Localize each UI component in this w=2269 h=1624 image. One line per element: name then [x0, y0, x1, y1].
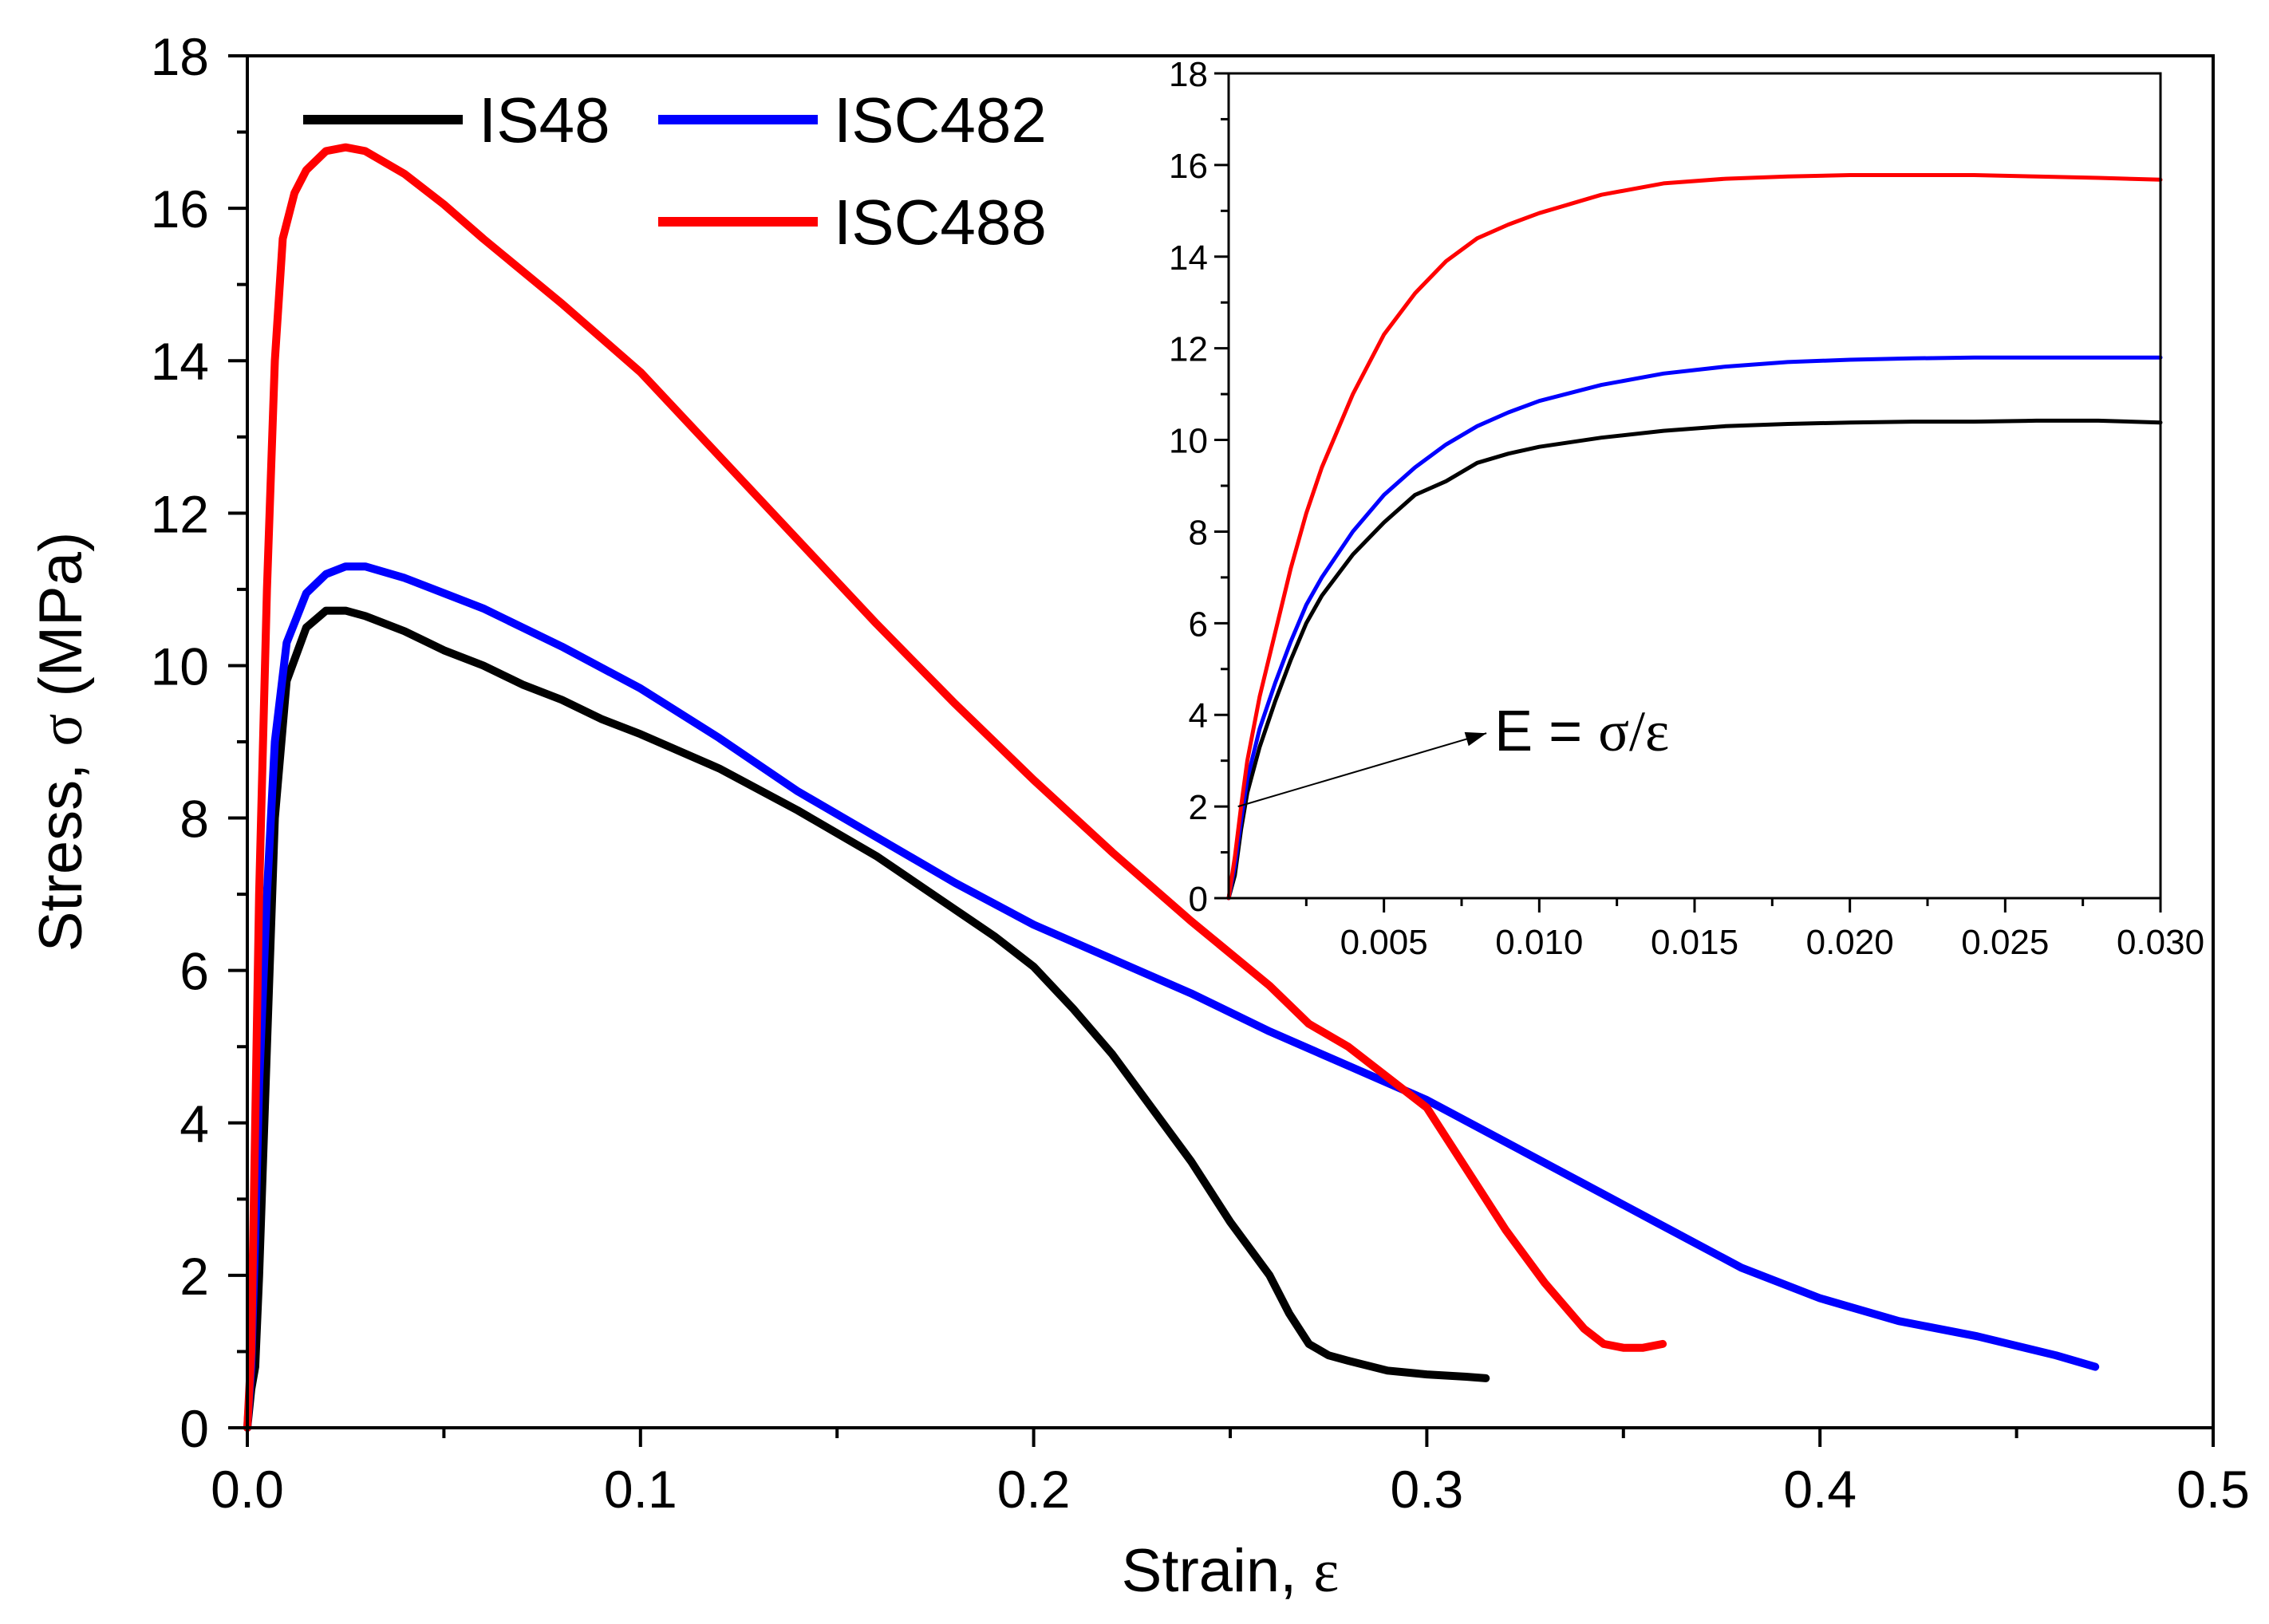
inset-x-tick-label: 0.025	[1961, 923, 2049, 962]
inset-x-tick-label: 0.030	[2117, 923, 2204, 962]
series-line-isc488	[243, 143, 1667, 1432]
inset-x-tick-label: 0.015	[1651, 923, 1738, 962]
y-axis-label: Stress, σ (MPa)	[27, 532, 95, 952]
inset-series-line-is48	[1226, 418, 2163, 901]
x-tick-label: 0.0	[211, 1460, 284, 1519]
y-tick-label: 4	[180, 1094, 209, 1153]
x-tick-label: 0.3	[1391, 1460, 1464, 1519]
inset-y-tick-label: 8	[1189, 513, 1208, 552]
modulus-annotation-symbol: σ/ε	[1598, 700, 1669, 763]
inset-series-line-isc488	[1226, 173, 2163, 901]
inset-y-tick-label: 12	[1169, 330, 1208, 369]
y-tick-label: 18	[151, 27, 209, 86]
legend-label-isc488: ISC488	[834, 187, 1047, 258]
modulus-annotation-text: E =	[1494, 700, 1598, 763]
x-tick-label: 0.4	[1783, 1460, 1857, 1519]
y-axis-label-symbol: σ	[28, 714, 95, 747]
inset-y-tick-label: 18	[1169, 55, 1208, 94]
x-axis-label-text: Strain,	[1122, 1537, 1314, 1605]
inset-y-tick-label: 2	[1189, 788, 1208, 827]
annotation-arrow	[1237, 732, 1487, 808]
series-line-isc482	[243, 562, 2100, 1432]
y-tick-label: 14	[151, 332, 209, 391]
y-tick-label: 6	[180, 942, 209, 1001]
y-tick-label: 8	[180, 790, 209, 849]
y-tick-label: 12	[151, 484, 209, 543]
y-tick-label: 2	[180, 1247, 209, 1306]
inset-y-tick-label: 16	[1169, 147, 1208, 186]
inset-x-tick-label: 0.005	[1340, 923, 1428, 962]
x-tick-label: 0.1	[604, 1460, 677, 1519]
inset-y-tick-label: 0	[1189, 880, 1208, 919]
x-axis-label-symbol: ε	[1313, 1538, 1339, 1605]
legend-label-is48: IS48	[479, 85, 610, 156]
y-tick-label: 0	[180, 1399, 209, 1458]
inset-series-group	[1226, 173, 2163, 901]
y-axis-label-unit: (MPa)	[27, 532, 95, 714]
inset-y-tick-label: 10	[1169, 422, 1208, 461]
inset-y-tick-label: 4	[1189, 696, 1208, 735]
inset-x-tick-label: 0.010	[1495, 923, 1583, 962]
y-tick-label: 16	[151, 179, 209, 238]
x-axis-label: Strain, ε	[1122, 1537, 1340, 1605]
inset-axes: 0.005 0.010 0.015 0.020 0.025 0.030 0 2 4 6 8 10 12 1…	[1169, 55, 2204, 962]
inset-y-tick-label: 6	[1189, 605, 1208, 644]
x-tick-label: 0.2	[997, 1460, 1071, 1519]
series-line-is48	[243, 606, 1490, 1432]
y-tick-label: 10	[151, 637, 209, 696]
inset-x-tick-label: 0.020	[1806, 923, 1894, 962]
legend-label-isc482: ISC482	[834, 85, 1047, 156]
main-plot: 0.0 0.1 0.2 0.3 0.4 0.5 0 2 4 6 8 10 12 14 16 18 Strain…	[27, 27, 2250, 1605]
x-tick-label: 0.5	[2176, 1460, 2250, 1519]
y-axis-label-text: Stress,	[27, 747, 95, 952]
main-series-group	[243, 143, 2100, 1432]
inset-y-tick-label: 14	[1169, 238, 1208, 278]
annotation-arrowhead	[1464, 731, 1487, 747]
inset-series-line-isc482	[1226, 355, 2163, 901]
modulus-annotation: E = σ/ε	[1494, 700, 1669, 763]
main-axes: 0.0 0.1 0.2 0.3 0.4 0.5 0 2 4 6 8 10 12 14 16 18	[151, 27, 2250, 1519]
inset-plot: 0.005 0.010 0.015 0.020 0.025 0.030 0 2 4 6 8 10 12 1…	[1169, 55, 2204, 962]
inset-background	[1229, 73, 2160, 898]
legend: IS48 ISC482 ISC488	[303, 85, 1047, 258]
